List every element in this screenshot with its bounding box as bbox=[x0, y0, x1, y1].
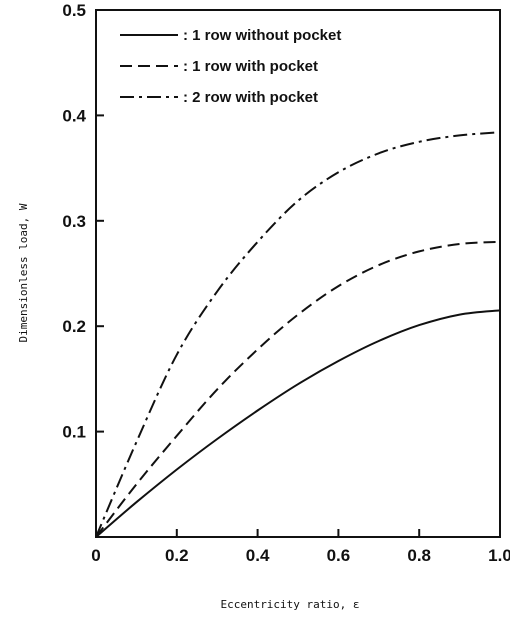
plot-area bbox=[95, 9, 501, 538]
series-group bbox=[95, 131, 501, 538]
y-tick-label: 0.1 bbox=[62, 423, 86, 442]
x-tick-label: 0 bbox=[91, 546, 100, 565]
y-tick-label: 0.2 bbox=[62, 317, 86, 336]
x-axis-title: Eccentricity ratio, ε bbox=[220, 598, 359, 611]
legend: : 1 row without pocket : 1 row with pocke… bbox=[120, 27, 341, 106]
x-tick-label: 0.8 bbox=[407, 546, 431, 565]
y-tick-label: 0.3 bbox=[62, 212, 86, 231]
legend-label-1: : 1 row without pocket bbox=[183, 27, 341, 44]
y-tick-label: 0.4 bbox=[62, 106, 86, 125]
y-axis-title: Dimensionless load, W bbox=[17, 203, 30, 342]
legend-label-3: : 2 row with pocket bbox=[183, 89, 318, 106]
x-tick-label: 0.6 bbox=[327, 546, 351, 565]
y-tick-label: 0.5 bbox=[62, 1, 86, 20]
series-line-3 bbox=[95, 131, 501, 538]
plot-frame bbox=[95, 9, 501, 538]
x-axis: 0 0.2 0.4 0.6 0.8 1.0 bbox=[91, 529, 510, 565]
legend-label-2: : 1 row with pocket bbox=[183, 58, 318, 75]
series-line-1 bbox=[95, 309, 501, 538]
series-line-2 bbox=[95, 240, 501, 538]
x-tick-label: 1.0 bbox=[488, 546, 510, 565]
x-tick-label: 0.2 bbox=[165, 546, 189, 565]
x-tick-label: 0.4 bbox=[246, 546, 270, 565]
y-axis: 0.1 0.2 0.3 0.4 0.5 bbox=[62, 1, 104, 442]
